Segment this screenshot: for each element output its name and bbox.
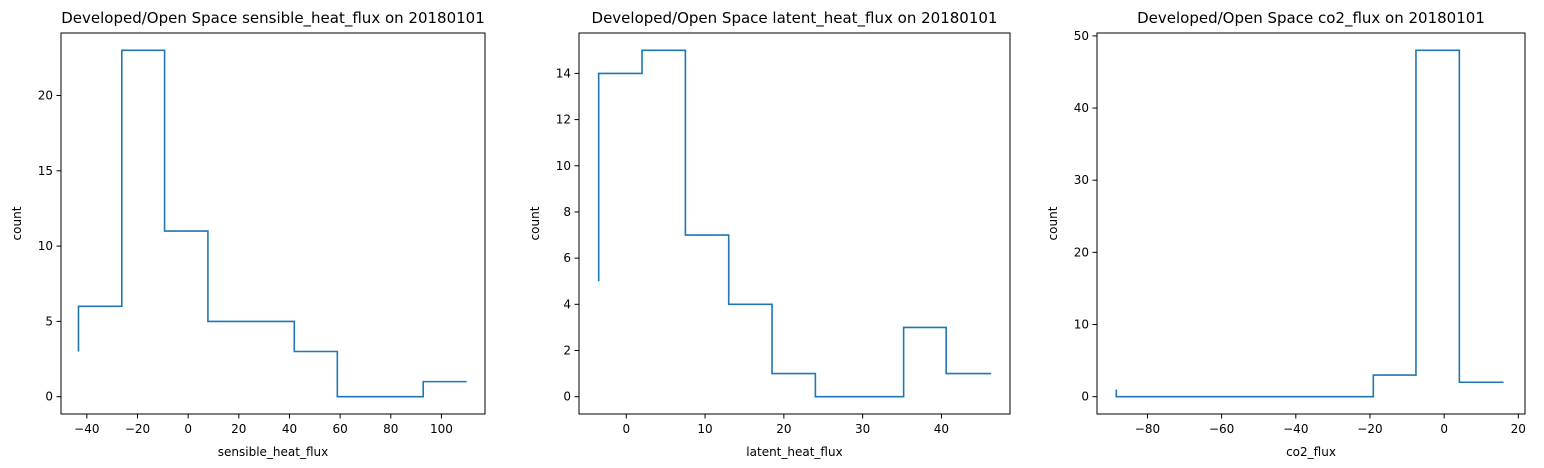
x-tick-label: −40 (74, 422, 99, 436)
y-tick-label: 0 (563, 390, 571, 404)
x-tick-label: −80 (1135, 422, 1160, 436)
chart-title: Developed/Open Space sensible_heat_flux … (61, 9, 485, 28)
y-tick-label: 14 (556, 66, 571, 80)
x-tick-label: 10 (697, 422, 712, 436)
y-axis-label: count (1046, 206, 1060, 240)
x-tick-label: −20 (1357, 422, 1382, 436)
y-tick-label: 0 (1081, 390, 1089, 404)
x-tick-label: 20 (1511, 422, 1526, 436)
y-tick-label: 40 (1074, 101, 1089, 115)
x-tick-label: 0 (184, 422, 192, 436)
plot-frame (1096, 32, 1526, 415)
x-axis-label: latent_heat_flux (746, 445, 842, 459)
y-tick-label: 12 (556, 113, 571, 127)
x-tick-label: 0 (622, 422, 630, 436)
y-tick-label: 6 (563, 251, 571, 265)
y-tick-label: 20 (38, 88, 53, 102)
x-tick-label: 20 (231, 422, 246, 436)
plot-frame (60, 32, 486, 415)
y-tick-label: 8 (563, 205, 571, 219)
y-tick-label: 10 (556, 159, 571, 173)
y-axis-label: count (10, 206, 24, 240)
x-tick-label: 0 (1440, 422, 1448, 436)
x-tick-label: 60 (332, 422, 347, 436)
x-tick-label: −60 (1209, 422, 1234, 436)
x-tick-label: 40 (934, 422, 949, 436)
chart-panel-co2-flux: Developed/Open Space co2_flux on 2018010… (1046, 9, 1526, 459)
chart-panel-sensible-heat-flux: Developed/Open Space sensible_heat_flux … (10, 9, 486, 459)
x-tick-label: −20 (125, 422, 150, 436)
histogram-step-line (1115, 49, 1504, 398)
y-tick-label: 50 (1074, 29, 1089, 43)
charts-container: Developed/Open Space sensible_heat_flux … (10, 9, 1526, 459)
y-tick-label: 4 (563, 297, 571, 311)
x-tick-label: 40 (282, 422, 297, 436)
x-tick-label: −40 (1283, 422, 1308, 436)
plot-frame (578, 32, 1011, 415)
y-tick-label: 2 (563, 344, 571, 358)
y-tick-label: 10 (1074, 318, 1089, 332)
y-tick-label: 15 (38, 164, 53, 178)
chart-title: Developed/Open Space latent_heat_flux on… (592, 9, 998, 28)
y-tick-label: 30 (1074, 173, 1089, 187)
y-axis-label: count (528, 206, 542, 240)
x-tick-label: 80 (383, 422, 398, 436)
x-axis-label: sensible_heat_flux (218, 445, 328, 459)
x-tick-label: 30 (855, 422, 870, 436)
y-tick-label: 10 (38, 239, 53, 253)
y-tick-label: 20 (1074, 245, 1089, 259)
x-axis-label: co2_flux (1286, 445, 1336, 459)
x-tick-label: 100 (430, 422, 453, 436)
chart-title: Developed/Open Space co2_flux on 2018010… (1137, 9, 1485, 28)
y-tick-label: 0 (45, 390, 53, 404)
histogram-step-line (597, 49, 992, 398)
chart-panel-latent-heat-flux: Developed/Open Space latent_heat_flux on… (528, 9, 1011, 459)
x-tick-label: 20 (776, 422, 791, 436)
y-tick-label: 5 (45, 314, 53, 328)
histogram-step-line (77, 49, 467, 398)
